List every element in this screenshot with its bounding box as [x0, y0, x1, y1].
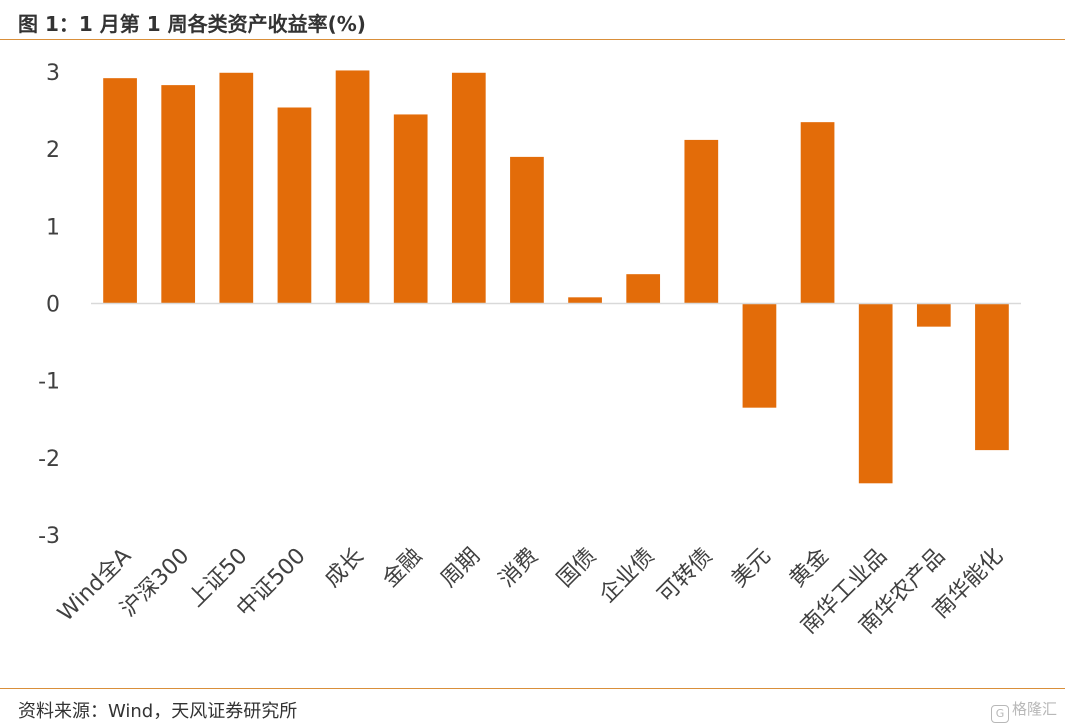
bar — [510, 156, 544, 304]
source-note: 资料来源：Wind，天风证券研究所 — [18, 701, 298, 722]
bar — [742, 303, 777, 408]
category-label: 美元 — [727, 544, 776, 593]
bar — [335, 70, 370, 304]
category-label: 周期 — [436, 544, 485, 593]
bar — [568, 297, 602, 304]
category-label: 消费 — [494, 544, 543, 593]
category-label: 金融 — [378, 544, 427, 593]
bar — [451, 72, 486, 304]
bar — [975, 303, 1009, 451]
y-axis-ticks: 3 2 1 0 -1 -2 -3 — [38, 61, 60, 549]
y-tick-label: 0 — [46, 293, 60, 318]
category-label: 可转债 — [653, 544, 717, 608]
title-divider — [0, 39, 1065, 40]
bar — [103, 78, 137, 304]
bars — [103, 70, 1009, 484]
bar-chart: 3 2 1 0 -1 -2 -3 Wind全A沪深300上证50中证500 成长 金融 周期 消费国… — [38, 61, 1021, 639]
y-tick-label: 2 — [46, 138, 60, 163]
chart-title: 图 1：1 月第 1 周各类资产收益率(%) — [18, 12, 366, 36]
watermark-logo-icon: G — [990, 705, 1009, 723]
bar — [800, 122, 835, 304]
bar — [626, 274, 661, 304]
y-tick-label: -2 — [38, 447, 60, 472]
bar — [161, 85, 196, 304]
category-label: 成长 — [320, 544, 369, 593]
category-label: Wind全A — [53, 544, 136, 627]
bar — [684, 139, 719, 304]
y-tick-label: -3 — [38, 524, 60, 549]
watermark-text: 格隆汇 — [1011, 700, 1057, 718]
bar — [277, 107, 312, 304]
bar — [393, 114, 428, 304]
source-divider — [0, 688, 1065, 689]
watermark: G 格隆汇 — [990, 698, 1057, 723]
bar — [858, 303, 893, 484]
category-label: 企业债 — [595, 544, 659, 608]
bar — [916, 303, 951, 327]
y-tick-label: 1 — [46, 215, 60, 240]
category-label: 黄金 — [785, 544, 834, 593]
bar — [219, 72, 254, 304]
category-label: 国债 — [553, 544, 602, 593]
y-tick-label: 3 — [46, 61, 60, 86]
y-tick-label: -1 — [38, 370, 60, 395]
